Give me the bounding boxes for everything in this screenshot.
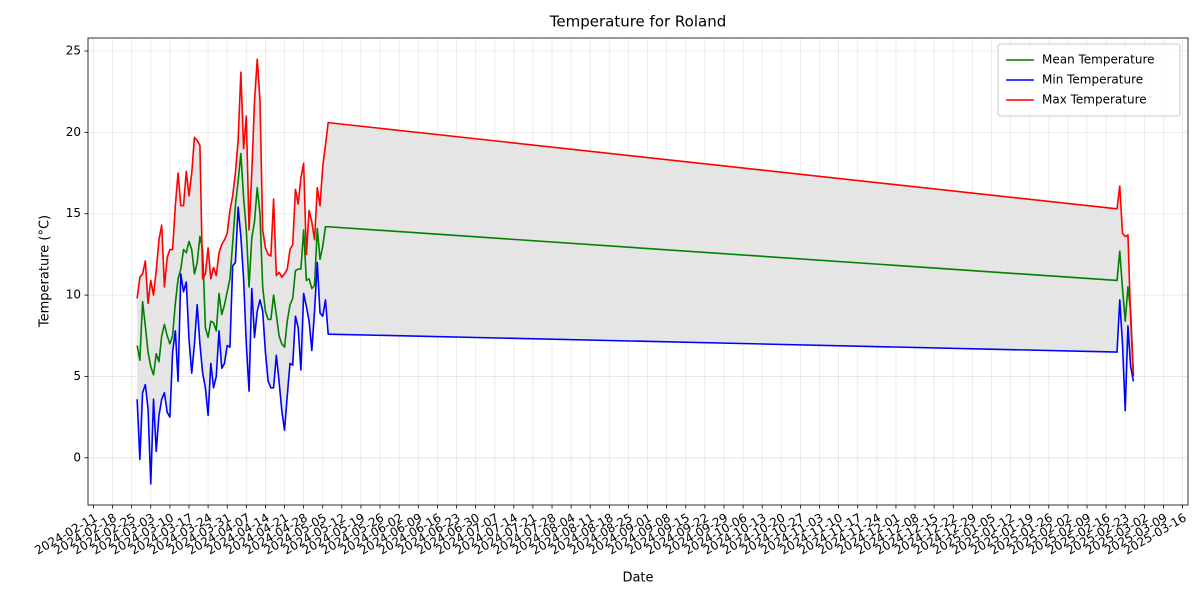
y-tick-label: 0 xyxy=(73,450,81,464)
y-tick-label: 20 xyxy=(66,125,81,139)
x-axis-label: Date xyxy=(622,571,653,586)
line-series xyxy=(136,152,1135,377)
line-series xyxy=(136,206,1135,485)
y-tick-label: 5 xyxy=(73,369,81,383)
legend-label: Max Temperature xyxy=(1042,93,1147,107)
y-axis-label: Temperature (°C) xyxy=(38,215,53,328)
legend-label: Min Temperature xyxy=(1042,73,1143,87)
plot-frame xyxy=(87,37,1189,506)
y-tick-label: 25 xyxy=(66,44,81,58)
legend-label: Mean Temperature xyxy=(1042,53,1155,67)
y-tick-label: 15 xyxy=(66,206,81,220)
line-series xyxy=(136,58,1135,375)
range-fill xyxy=(137,59,1134,484)
legend-box xyxy=(997,43,1181,117)
chart-title: Temperature for Roland xyxy=(549,13,727,31)
y-tick-label: 10 xyxy=(66,288,81,302)
